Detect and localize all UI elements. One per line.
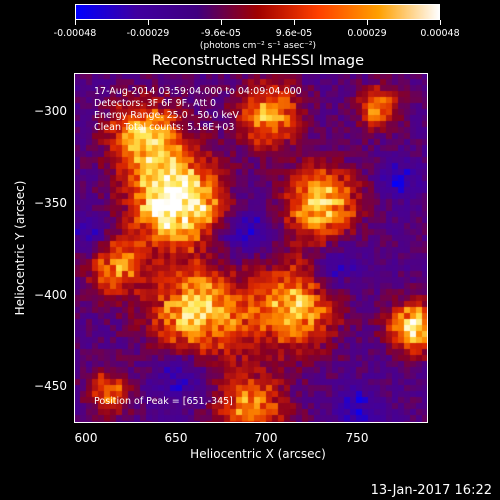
colorbar-tick <box>75 20 76 25</box>
info-peak: Position of Peak = [651,-345] <box>94 396 233 407</box>
ytick-label: −450 <box>34 379 67 393</box>
plot-frame <box>74 73 428 423</box>
info-time: 17-Aug-2014 03:59:04.000 to 04:09:04.000 <box>94 86 302 97</box>
colorbar-tick-label: 9.6e-05 <box>275 28 313 39</box>
colorbar-tick-label: -9.6e-05 <box>201 28 241 39</box>
xtick-label: 700 <box>254 431 278 445</box>
colorbar-tick <box>440 20 441 25</box>
timestamp: 13-Jan-2017 16:22 <box>370 483 492 498</box>
x-axis-label: Heliocentric X (arcsec) <box>190 447 326 461</box>
colorbar-tick-label: -0.00029 <box>126 28 170 39</box>
xtick-label: 650 <box>164 431 188 445</box>
colorbar-tick <box>148 20 149 25</box>
ytick-label: −300 <box>34 104 67 118</box>
info-energy: Energy Range: 25.0 - 50.0 keV <box>94 110 239 121</box>
xtick-label: 750 <box>345 431 369 445</box>
colorbar-tick <box>294 20 295 25</box>
colorbar-tick-label: 0.00029 <box>347 28 387 39</box>
info-clean: Clean Total counts: 5.18E+03 <box>94 122 235 133</box>
colorbar-units: (photons cm⁻² s⁻¹ asec⁻²) <box>199 41 317 51</box>
colorbar-tick <box>367 20 368 25</box>
chart-title: Reconstructed RHESSI Image <box>151 53 365 69</box>
colorbar-tick-label: -0.00048 <box>53 28 97 39</box>
y-axis-label: Heliocentric Y (arcsec) <box>13 180 27 316</box>
colorbar <box>75 4 440 20</box>
ytick-label: −350 <box>34 196 67 210</box>
heatmap-image <box>74 73 428 423</box>
ytick-label: −400 <box>34 288 67 302</box>
colorbar-tick-label: 0.00048 <box>420 28 460 39</box>
xtick-label: 600 <box>74 431 98 445</box>
info-detectors: Detectors: 3F 6F 9F, Att 0 <box>94 98 217 109</box>
colorbar-tick <box>221 20 222 25</box>
